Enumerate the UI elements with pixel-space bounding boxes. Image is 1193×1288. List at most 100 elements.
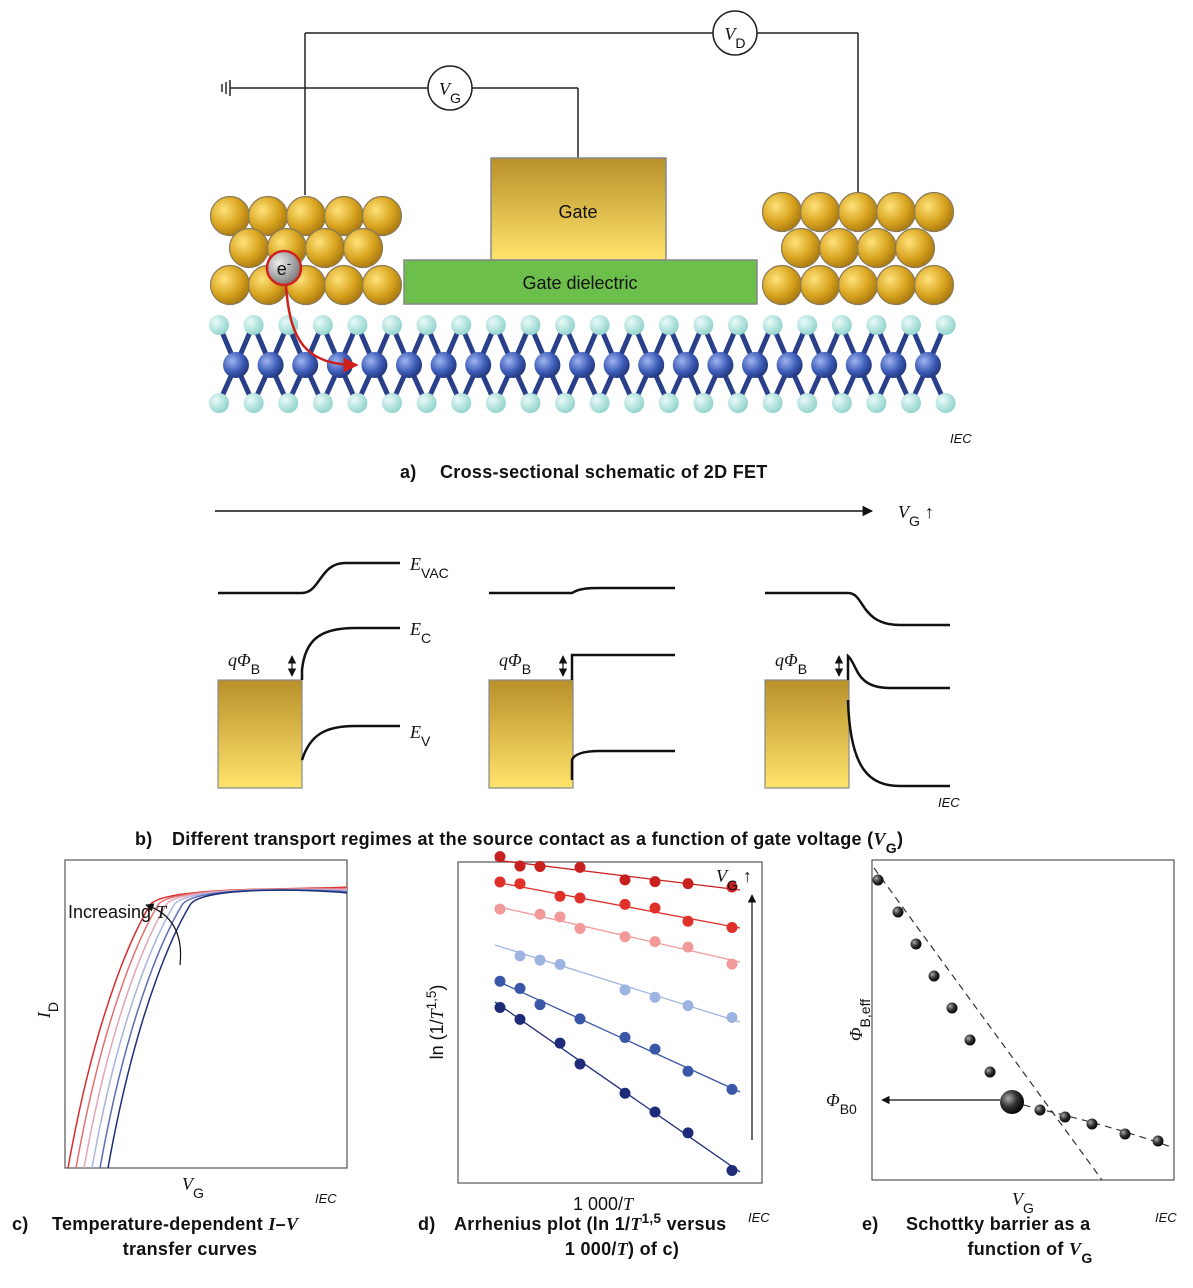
data-point: [620, 899, 631, 910]
contact-atom: [858, 229, 897, 268]
metal-atom: [258, 352, 284, 378]
data-point: [495, 851, 506, 862]
caption: Cross-sectional schematic of 2D FET: [440, 462, 768, 482]
fit-line: [495, 906, 740, 962]
energy-label: EC: [409, 619, 431, 646]
chalcogen-atom: [936, 315, 956, 335]
chalcogen-atom: [659, 393, 679, 413]
chalcogen-atom: [417, 393, 437, 413]
metal-atom: [431, 352, 457, 378]
caption-label: d): [418, 1214, 436, 1234]
data-point: [1120, 1129, 1131, 1140]
contact-atom: [877, 193, 916, 232]
chalcogen-atom: [209, 315, 229, 335]
chalcogen-atom: [244, 393, 264, 413]
caption-part: versus: [661, 1214, 726, 1234]
chalcogen-atom: [590, 393, 610, 413]
y-label: ID: [34, 1002, 61, 1019]
data-point: [929, 971, 940, 982]
data-point: [727, 1012, 738, 1023]
metal-atom: [880, 352, 906, 378]
caption-part: ): [897, 829, 903, 849]
watermark: IEC: [950, 431, 972, 446]
y-label: ln (1/T1,5): [424, 985, 448, 1060]
chalcogen-atom: [313, 393, 333, 413]
caption-part: G: [886, 840, 897, 856]
lattice: [209, 315, 956, 413]
barrier-point: [1000, 1090, 1024, 1114]
caption-part: transfer curves: [123, 1239, 258, 1259]
fit-line: [495, 945, 740, 1022]
chalcogen-atom: [728, 315, 748, 335]
metal-atom: [742, 352, 768, 378]
data-point: [620, 874, 631, 885]
gate-label: Gate: [558, 202, 597, 222]
contact-atom: [839, 266, 878, 305]
data-point: [650, 1107, 661, 1118]
energy-label-part: E: [409, 554, 421, 574]
barrier-label-part: q: [228, 650, 237, 670]
y-label-part: ln (1/: [427, 1019, 447, 1059]
caption-part: Arrhenius plot (ln 1/: [454, 1214, 630, 1234]
conduction-band: [572, 655, 675, 680]
barrier-label: qΦB: [499, 650, 531, 677]
caption: transfer curves: [123, 1239, 258, 1259]
data-point: [965, 1035, 976, 1046]
caption: Different transport regimes at the sourc…: [172, 829, 903, 856]
data-point: [683, 1127, 694, 1138]
contact-atom: [896, 229, 935, 268]
chalcogen-atom: [486, 315, 506, 335]
x-label: 1 000/T: [573, 1194, 635, 1214]
chalcogen-atom: [520, 393, 540, 413]
electron-label-part: e: [277, 259, 287, 279]
metal-atom: [361, 352, 387, 378]
watermark: IEC: [315, 1191, 337, 1206]
data-point: [620, 1088, 631, 1099]
data-point: [650, 936, 661, 947]
barrier-label: qΦB: [775, 650, 807, 677]
caption-part: V: [286, 1214, 300, 1234]
caption: Arrhenius plot (ln 1/T1,5 versus: [454, 1211, 726, 1235]
transfer-curve: [68, 887, 347, 1168]
energy-label-part: C: [421, 630, 431, 646]
caption: Temperature-dependent I–V: [52, 1214, 300, 1234]
contact-atom: [211, 266, 250, 305]
chalcogen-atom: [866, 315, 886, 335]
contact-atom: [782, 229, 821, 268]
transfer-curve: [92, 890, 347, 1168]
vacuum-level: [218, 563, 400, 593]
data-point: [555, 959, 566, 970]
metal-contact: [218, 680, 302, 788]
chalcogen-atom: [901, 315, 921, 335]
data-point: [515, 983, 526, 994]
contact-atom: [915, 266, 954, 305]
marker-label-part: Φ: [826, 1090, 840, 1110]
chalcogen-atom: [901, 393, 921, 413]
data-point: [555, 1038, 566, 1049]
chalcogen-atom: [382, 393, 402, 413]
chalcogen-atom: [832, 315, 852, 335]
data-point: [1087, 1119, 1098, 1130]
data-point: [1153, 1136, 1164, 1147]
data-point: [683, 1000, 694, 1011]
chalcogen-atom: [624, 393, 644, 413]
metal-atom: [707, 352, 733, 378]
data-point: [911, 939, 922, 950]
data-point: [727, 1084, 738, 1095]
chalcogen-atom: [936, 393, 956, 413]
chalcogen-atom: [624, 315, 644, 335]
data-point: [683, 916, 694, 927]
caption: 1 000/T) of c): [565, 1239, 679, 1259]
data-point: [650, 992, 661, 1003]
data-point: [575, 862, 586, 873]
caption-part: function of: [967, 1239, 1069, 1259]
x-label: VG: [1012, 1189, 1034, 1216]
data-point: [620, 1032, 631, 1043]
y-label-part: Φ: [846, 1027, 866, 1041]
fit-line: [495, 1002, 740, 1172]
metal-atom: [846, 352, 872, 378]
contact-atom: [363, 266, 402, 305]
chalcogen-atom: [763, 393, 783, 413]
contact-atom: [230, 229, 269, 268]
data-point: [535, 955, 546, 966]
